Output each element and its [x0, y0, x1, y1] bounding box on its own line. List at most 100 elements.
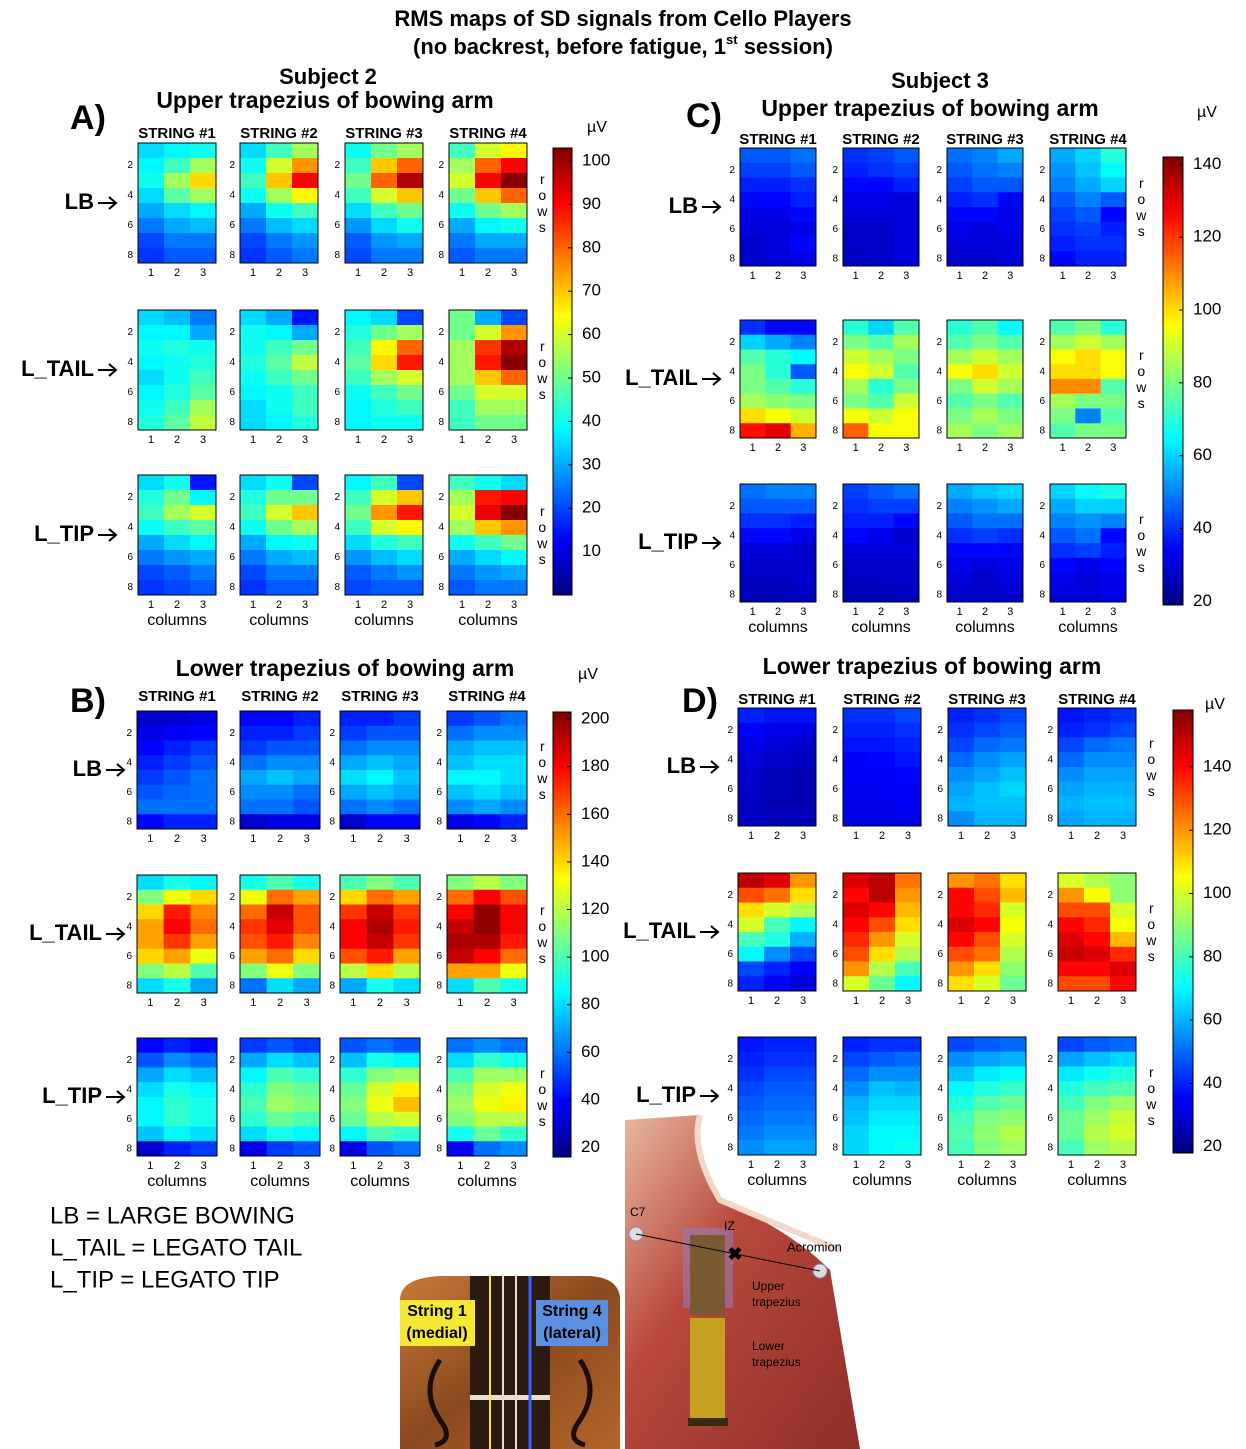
heatmap-cell: [1000, 1066, 1027, 1082]
colorbar: [1172, 709, 1194, 1154]
row-tick-label: 4: [127, 522, 133, 533]
heatmap-cell: [1075, 528, 1101, 544]
heatmap-cell: [764, 1037, 791, 1053]
heatmap-cell: [340, 1097, 367, 1113]
heatmap-cell: [449, 218, 476, 234]
heatmap-cell: [340, 770, 367, 786]
row-tick-label: 4: [334, 357, 340, 368]
heatmap-cell: [765, 364, 791, 380]
col-tick-label: 1: [958, 995, 964, 1007]
heatmap-cell: [1110, 1051, 1137, 1067]
heatmap-cell: [790, 498, 817, 514]
heatmap-cell: [948, 946, 975, 962]
heatmap-cell: [895, 737, 922, 753]
col-tick-label: 2: [774, 995, 780, 1007]
heatmap-cell: [790, 408, 817, 424]
heatmap-cell: [240, 248, 267, 264]
row-tick-label: 6: [229, 552, 235, 563]
row-tick-label: 8: [832, 1142, 838, 1153]
col-axis-label: columns: [747, 1172, 807, 1189]
map-frame: [344, 309, 424, 431]
row-tick-label: 6: [334, 552, 340, 563]
map-frame: [136, 874, 218, 994]
heatmap-cell: [138, 415, 165, 431]
heatmap-cell: [1000, 1096, 1027, 1112]
heatmap-cell: [1050, 221, 1076, 237]
heatmap-cell: [163, 1111, 191, 1127]
heatmap-cell: [266, 740, 294, 756]
map-frame: [739, 483, 817, 603]
heatmap-cell: [738, 946, 765, 962]
heatmap-cell: [765, 572, 791, 588]
heatmap-cell: [1084, 1081, 1111, 1097]
heatmap-cell: [1084, 1066, 1111, 1082]
heatmap-cell: [765, 557, 791, 573]
heatmap-cell: [765, 408, 791, 424]
heatmap-cell: [1084, 887, 1111, 903]
heatmap-cell: [240, 963, 267, 979]
heatmap-cell: [895, 1051, 922, 1067]
heatmap-cell: [138, 580, 165, 596]
heatmap-cell: [869, 1081, 896, 1097]
heatmap-cell: [240, 948, 267, 964]
heatmap-cell: [190, 143, 217, 159]
heatmap-cell: [997, 148, 1024, 164]
heatmap-cell: [1100, 393, 1127, 409]
heatmap-cell: [1075, 408, 1101, 424]
heatmap-cell: [137, 1052, 164, 1068]
row-tick-label: 6: [229, 787, 235, 798]
colorbar-tick-label: 140: [581, 851, 609, 870]
row-tick-label: 8: [1047, 813, 1053, 824]
heatmap-cell: [371, 188, 398, 204]
heatmap-cell: [1110, 961, 1137, 977]
heatmap-cell: [190, 340, 217, 356]
heatmap-cell: [397, 248, 424, 264]
subtitle-part: session): [738, 34, 833, 59]
col-tick-label: 1: [148, 599, 154, 611]
row-tick-label: 2: [334, 327, 340, 338]
row-tick-label: 2: [438, 327, 444, 338]
heatmap-cell: [473, 799, 501, 815]
heatmap-cell: [765, 148, 791, 164]
heatmap-cell: [447, 978, 474, 994]
heatmap-cell: [1084, 902, 1111, 918]
row-tick-label: 8: [229, 816, 235, 827]
heatmap-cell: [137, 1111, 164, 1127]
heatmap-cell: [740, 192, 766, 208]
col-tick-label: 3: [201, 833, 207, 845]
heatmap-cell: [1100, 364, 1127, 380]
heatmap-cell: [366, 963, 394, 979]
heatmap-cell: [997, 221, 1024, 237]
colorbar-tick-label: 70: [582, 281, 601, 300]
heatmap-cell: [240, 400, 267, 416]
heatmap-cell: [137, 1067, 164, 1083]
heatmap-cell: [500, 1082, 528, 1098]
col-axis-label: columns: [350, 1173, 410, 1190]
heatmap-cell: [473, 784, 501, 800]
col-axis-label: columns: [457, 1173, 517, 1190]
heatmap-cell: [1084, 932, 1111, 948]
heatmap-cell: [947, 162, 973, 178]
col-tick-label: 2: [982, 606, 988, 618]
map-frame: [446, 874, 528, 994]
heatmap-cell: [266, 889, 294, 905]
heatmap-cell: [895, 1081, 922, 1097]
heatmap-cell: [1100, 484, 1127, 500]
heatmap-cell: [974, 1037, 1001, 1053]
heatmap-cell: [475, 325, 502, 341]
row-tick-label: 4: [1039, 194, 1045, 205]
heatmap-cell: [240, 415, 267, 431]
heatmap-cell: [266, 580, 293, 596]
heatmap-cell: [501, 173, 528, 189]
row-tick-label: 4: [832, 919, 838, 930]
heatmap-cell: [164, 475, 191, 491]
row-tick-label: 8: [126, 1143, 132, 1154]
heatmap-cell: [895, 917, 922, 933]
heatmap-cell: [240, 158, 267, 174]
col-tick-label: 1: [355, 434, 361, 446]
col-tick-label: 1: [957, 270, 963, 282]
row-tick-label: 8: [229, 582, 235, 593]
heatmap-cell: [974, 1125, 1001, 1141]
heatmap-cell: [393, 740, 421, 756]
